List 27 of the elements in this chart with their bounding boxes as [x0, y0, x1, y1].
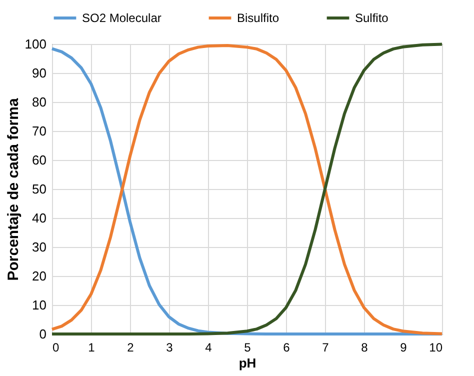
y-tick-label: 60 [32, 152, 46, 168]
x-tick-label: 0 [52, 340, 60, 354]
x-tick-label: 4 [205, 340, 212, 354]
x-tick-label: 10 [429, 340, 443, 354]
y-tick-label: 30 [32, 240, 46, 254]
x-axis-title: pH [238, 356, 256, 370]
x-tick-label: 5 [244, 340, 252, 354]
y-axis-title: Porcentaje de cada forma [4, 98, 22, 281]
y-tick-label: 100 [24, 36, 46, 52]
x-tick-label: 3 [166, 340, 174, 354]
legend-label: Bisulfito [237, 11, 280, 25]
x-tick-label: 7 [322, 340, 330, 354]
legend-label: SO2 Molecular [82, 11, 162, 25]
x-tick-label: 1 [88, 340, 96, 354]
y-tick-label: 10 [32, 298, 46, 312]
y-tick-label: 90 [32, 66, 46, 80]
y-tick-label: 70 [32, 124, 46, 138]
y-tick-label: 40 [32, 210, 46, 226]
legend-label: Sulfito [355, 11, 389, 25]
x-tick-label: 6 [283, 340, 290, 354]
x-tick-label: 8 [361, 340, 368, 354]
x-tick-label: 2 [127, 340, 134, 354]
y-tick-label: 80 [32, 94, 46, 110]
y-tick-label: 0 [39, 326, 46, 342]
y-tick-label: 50 [32, 182, 46, 196]
y-tick-label: 20 [32, 268, 46, 284]
x-tick-label: 9 [400, 340, 408, 354]
